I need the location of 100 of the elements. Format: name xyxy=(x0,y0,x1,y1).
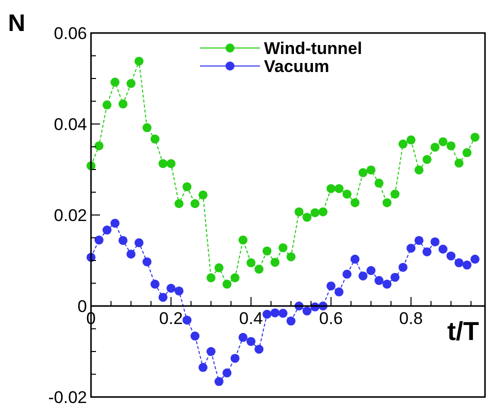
point xyxy=(422,154,432,164)
point xyxy=(270,308,280,318)
point xyxy=(318,207,328,216)
point xyxy=(366,266,376,276)
point xyxy=(118,99,128,108)
point xyxy=(190,332,200,341)
point xyxy=(454,258,464,268)
point xyxy=(286,316,296,326)
point xyxy=(102,226,112,235)
y-tick-label: 0.04 xyxy=(54,115,87,134)
point xyxy=(174,286,184,296)
point xyxy=(390,272,400,282)
point xyxy=(230,273,240,282)
point xyxy=(198,362,208,372)
point xyxy=(182,316,192,325)
point xyxy=(174,199,184,208)
point xyxy=(94,141,104,150)
point xyxy=(342,190,352,199)
point xyxy=(374,178,384,188)
point xyxy=(190,199,200,208)
point xyxy=(150,134,160,144)
point xyxy=(206,273,216,282)
point xyxy=(102,100,112,110)
x-tick-label: 0.4 xyxy=(239,309,263,328)
y-axis-title: N xyxy=(8,10,26,37)
point xyxy=(422,247,432,256)
point xyxy=(230,354,240,363)
point xyxy=(310,208,320,218)
point xyxy=(462,260,472,270)
point xyxy=(206,347,216,356)
point xyxy=(110,218,120,228)
point xyxy=(358,271,368,280)
point xyxy=(262,246,272,256)
point xyxy=(446,141,456,150)
point xyxy=(222,280,232,289)
point xyxy=(126,250,136,259)
point xyxy=(278,243,288,252)
point xyxy=(278,308,288,318)
y-tick-label: 0.06 xyxy=(54,24,87,43)
point xyxy=(302,212,312,222)
point xyxy=(350,254,360,264)
x-tick-label: 0.8 xyxy=(399,309,423,328)
point xyxy=(214,263,224,272)
point xyxy=(238,332,248,342)
point xyxy=(134,238,144,248)
point xyxy=(406,135,416,144)
point xyxy=(302,306,312,316)
point xyxy=(134,56,144,66)
point xyxy=(470,254,480,264)
point xyxy=(270,258,280,267)
point xyxy=(326,281,336,290)
point xyxy=(358,168,368,178)
legend-label: Wind-tunnel xyxy=(264,39,362,58)
y-tick-label: 0 xyxy=(78,297,87,316)
point xyxy=(214,377,224,386)
point xyxy=(286,252,296,262)
point xyxy=(142,257,152,266)
y-tick-label: -0.02 xyxy=(48,388,87,407)
point xyxy=(382,198,392,208)
point xyxy=(334,184,344,194)
point xyxy=(294,207,304,216)
point xyxy=(414,165,424,174)
point xyxy=(118,236,128,245)
point xyxy=(326,184,336,194)
point xyxy=(462,148,472,158)
point xyxy=(246,336,256,346)
point xyxy=(446,251,456,260)
x-tick-label: 0.2 xyxy=(159,309,183,328)
point xyxy=(366,165,376,174)
point xyxy=(262,310,272,319)
point xyxy=(158,292,168,302)
point xyxy=(142,123,152,132)
point xyxy=(398,262,408,272)
point xyxy=(350,198,360,208)
point xyxy=(382,280,392,289)
point xyxy=(158,159,168,168)
point xyxy=(94,236,104,245)
point xyxy=(342,270,352,279)
point xyxy=(414,236,424,245)
point xyxy=(246,258,256,268)
point xyxy=(374,276,384,286)
point xyxy=(254,344,264,354)
point xyxy=(166,284,176,293)
y-tick-label: 0.02 xyxy=(54,206,87,225)
point xyxy=(334,287,344,296)
point xyxy=(438,137,448,146)
point xyxy=(254,264,264,274)
point xyxy=(390,190,400,199)
point xyxy=(238,236,248,245)
point xyxy=(470,132,480,142)
x-tick-label: 0.6 xyxy=(319,309,343,328)
point xyxy=(430,237,440,246)
point xyxy=(398,140,408,149)
point xyxy=(110,78,120,87)
point xyxy=(406,244,416,253)
point xyxy=(166,159,176,168)
point xyxy=(126,79,136,88)
x-axis-title: t/T xyxy=(447,316,480,346)
point xyxy=(182,182,192,192)
point xyxy=(198,190,208,200)
